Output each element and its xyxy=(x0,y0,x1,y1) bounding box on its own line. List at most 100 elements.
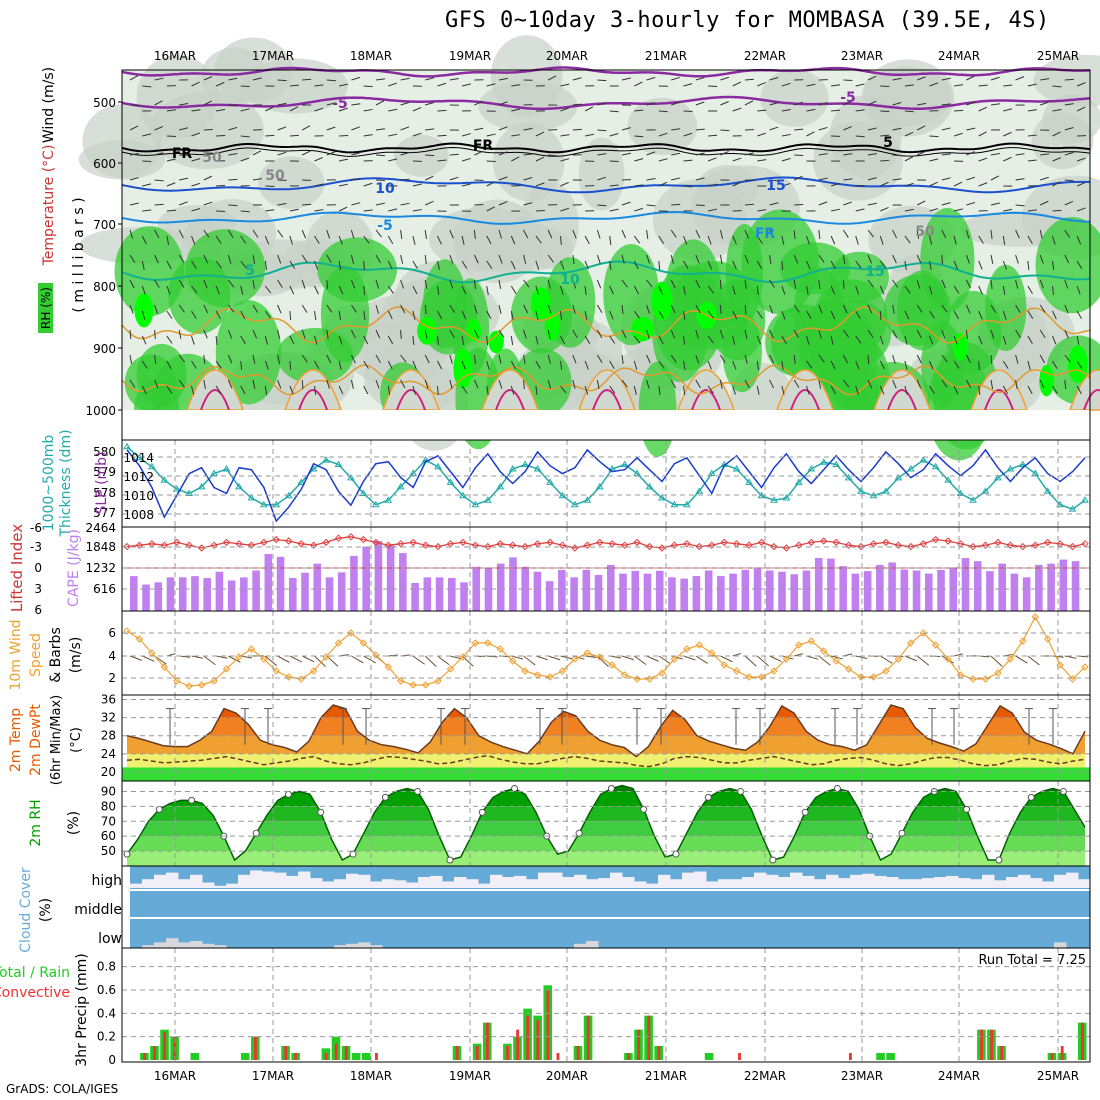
wind-barb xyxy=(916,229,920,239)
lifted-point xyxy=(235,540,243,548)
wind-barb-10m xyxy=(289,655,303,663)
wind-barb xyxy=(1002,335,1007,345)
wind-barb-10m xyxy=(449,655,462,660)
lifted-point xyxy=(695,542,704,551)
wind-barb xyxy=(867,202,877,206)
thickness-point xyxy=(807,465,816,472)
wind-barb xyxy=(646,151,656,156)
wind-barb xyxy=(941,153,951,156)
cape-bar xyxy=(692,576,701,611)
wind-barb xyxy=(203,329,208,339)
wind-barb xyxy=(719,379,723,389)
wind-barb xyxy=(597,204,607,207)
wind-barb xyxy=(498,304,502,314)
cloud-low-bar xyxy=(1054,942,1067,948)
cloud-high-bar xyxy=(346,873,359,888)
wind-barb xyxy=(966,201,976,206)
rh-bands xyxy=(127,785,1085,866)
wind-barb xyxy=(830,182,840,187)
wind-barb xyxy=(461,183,471,187)
wind-barb xyxy=(1027,159,1037,162)
wind-barb xyxy=(289,106,299,112)
temp-band xyxy=(127,753,1085,768)
cloud-low-bar xyxy=(346,943,359,948)
lifted-point xyxy=(471,541,480,549)
rh2m-point xyxy=(188,796,196,804)
cloud-high-bar xyxy=(886,877,899,888)
wind-barb xyxy=(264,310,271,319)
wind10-point xyxy=(434,677,442,685)
wind-barb xyxy=(584,360,589,370)
wind-barb xyxy=(1003,131,1012,137)
wind-barb xyxy=(831,84,841,87)
wind-barb xyxy=(916,354,922,364)
cape-bar xyxy=(973,561,982,611)
wind-barb xyxy=(781,157,791,162)
wind-barb xyxy=(719,254,723,264)
wind-barb xyxy=(387,310,393,320)
lifted-point xyxy=(907,542,915,551)
wind-barb xyxy=(671,152,681,156)
precip-conv-bar xyxy=(647,1015,651,1060)
wind-barb xyxy=(929,385,935,394)
wind-barb xyxy=(842,304,848,314)
wind-barb xyxy=(769,126,779,131)
cape-bar xyxy=(643,573,652,611)
panel-frame xyxy=(121,947,1091,1063)
wind-barb xyxy=(400,229,403,239)
wind-barb xyxy=(646,279,653,288)
wind-barb xyxy=(867,100,877,106)
thickness-point xyxy=(297,478,306,485)
thickness-tick: 577 xyxy=(93,506,116,520)
wind-barb xyxy=(301,354,308,363)
wind10-point xyxy=(745,673,753,681)
contour-label: -5 xyxy=(332,96,348,112)
wind-barb xyxy=(535,156,545,162)
wind-barb xyxy=(806,360,813,369)
wind-barb xyxy=(154,279,160,288)
wind-barb xyxy=(596,329,603,339)
precip-conv-bar xyxy=(526,1015,530,1060)
wind-barb xyxy=(843,379,850,388)
wind-barb xyxy=(646,254,651,264)
cape-bar xyxy=(264,553,273,611)
wind-barb xyxy=(388,158,398,162)
thickness-point xyxy=(396,482,405,490)
warm-peak xyxy=(887,389,917,411)
wind-barb xyxy=(351,103,361,106)
wind-barb xyxy=(264,285,272,294)
wind-barb xyxy=(990,254,994,264)
wind-barb xyxy=(289,335,295,345)
precip-total-bar xyxy=(704,1053,714,1060)
wind-barb xyxy=(683,159,693,162)
wind-barb xyxy=(1040,78,1050,81)
wind-label: Wind (m/s) xyxy=(41,67,57,143)
wind-barb xyxy=(990,279,993,289)
wind-barb xyxy=(670,254,674,264)
wind-barb xyxy=(437,235,442,245)
wind-barb xyxy=(806,108,816,112)
wind-barb xyxy=(265,106,274,112)
wind-barb xyxy=(166,182,176,187)
wind-barb xyxy=(252,254,256,264)
wind-barb xyxy=(597,153,607,156)
wind-barb xyxy=(523,202,533,206)
wind-barb xyxy=(301,329,306,339)
cape-label: CAPE (J/kg) xyxy=(66,529,82,607)
wind-barb xyxy=(154,152,164,156)
wind-barb xyxy=(880,134,890,137)
lifted-point xyxy=(1043,538,1052,547)
cloud-high-bar xyxy=(454,877,467,888)
wind-barb xyxy=(240,310,246,320)
wind10-label: & Barbs xyxy=(48,627,64,683)
cloud-high-bar xyxy=(706,881,719,888)
lifted-tick: 0 xyxy=(34,561,42,575)
wind-barb-10m xyxy=(683,655,696,661)
wind-barb xyxy=(1027,285,1033,294)
wind-barb-10m xyxy=(203,655,216,666)
wind-barb xyxy=(240,335,246,344)
precip-conv-bar xyxy=(516,1029,520,1060)
wind-barb-10m xyxy=(904,655,918,662)
rh2m-point xyxy=(284,790,292,798)
cloud-high-bar xyxy=(166,872,179,888)
